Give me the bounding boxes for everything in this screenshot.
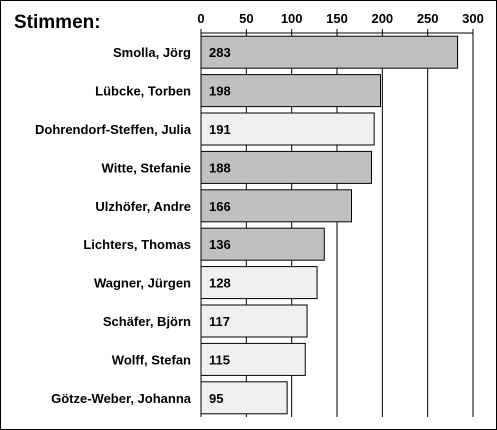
value-label-5: 166 [209, 199, 231, 214]
category-label-7: Wagner, Jürgen [94, 276, 191, 291]
bars [200, 35, 459, 415]
bar-10 [200, 381, 288, 415]
category-label-3: Dohrendorf-Steffen, Julia [35, 122, 192, 137]
value-label-4: 188 [209, 160, 231, 175]
value-label-1: 283 [209, 45, 231, 60]
category-label-2: Lübcke, Torben [95, 84, 191, 99]
category-label-9: Wolff, Stefan [112, 352, 191, 367]
value-label-2: 198 [209, 84, 231, 99]
x-axis: 0 50 100 150 200 250 300 [197, 11, 484, 417]
category-label-6: Lichters, Thomas [83, 237, 191, 252]
bar-9 [200, 342, 306, 376]
bar-4 [200, 150, 372, 184]
category-label-5: Ulzhöfer, Andre [95, 199, 191, 214]
category-label-1: Smolla, Jörg [113, 45, 191, 60]
x-tick-label-50: 50 [239, 11, 253, 26]
x-tick-label-150: 150 [326, 11, 348, 26]
bar-5 [200, 189, 353, 223]
bar-8 [200, 304, 308, 338]
bar-2 [200, 74, 382, 108]
value-labels: 283 198 191 188 166 136 128 117 115 95 [209, 45, 231, 406]
category-label-4: Witte, Stefanie [102, 160, 191, 175]
bar-7 [200, 266, 318, 300]
value-label-9: 115 [209, 352, 230, 367]
value-label-7: 128 [209, 276, 231, 291]
x-tick-label-250: 250 [417, 11, 439, 26]
category-labels: Smolla, Jörg Lübcke, Torben Dohrendorf-Ste… [35, 45, 192, 406]
x-tick-label-200: 200 [371, 11, 393, 26]
bar-6 [200, 227, 325, 261]
value-label-6: 136 [209, 237, 231, 252]
category-label-10: Götze-Weber, Johanna [51, 391, 192, 406]
value-label-8: 117 [209, 314, 230, 329]
x-tick-label-0: 0 [197, 11, 204, 26]
x-tick-label-100: 100 [281, 11, 303, 26]
x-tick-label-300: 300 [462, 11, 484, 26]
value-label-10: 95 [209, 391, 223, 406]
chart-title: Stimmen: [14, 12, 101, 33]
value-label-3: 191 [209, 122, 231, 137]
category-label-8: Schäfer, Björn [103, 314, 191, 329]
bar-1 [200, 35, 459, 69]
